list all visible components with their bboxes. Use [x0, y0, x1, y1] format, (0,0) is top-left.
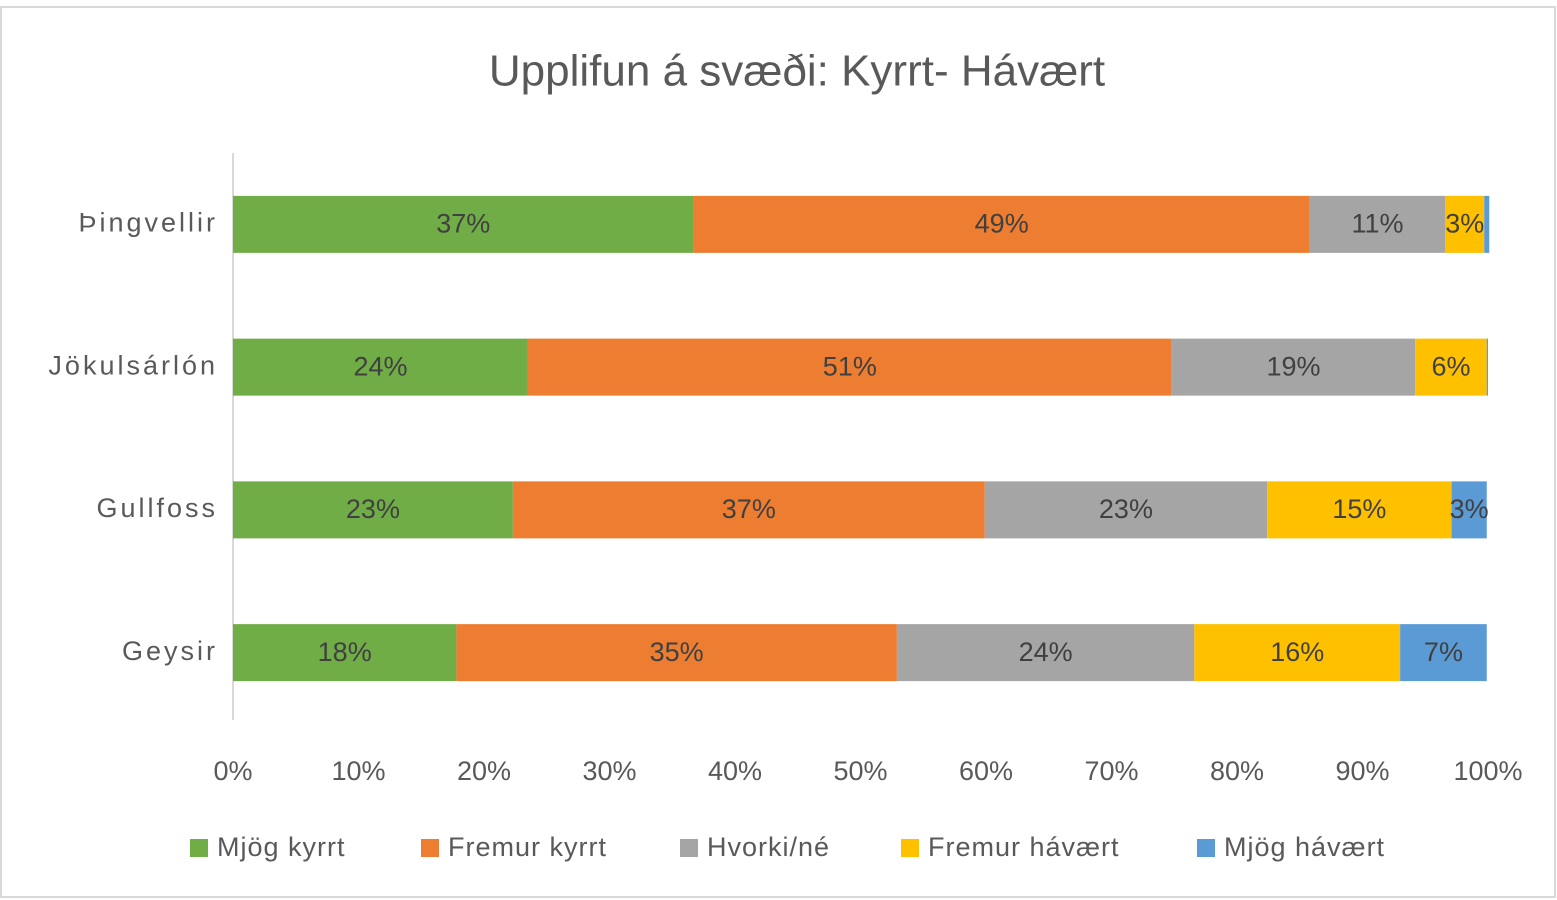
- bar-segment: [233, 338, 528, 396]
- legend-label: Fremur kyrrt: [448, 832, 607, 862]
- x-tick-label: 20%: [457, 756, 511, 786]
- bar-segment: [896, 624, 1195, 682]
- bar-segment: [693, 195, 1310, 253]
- data-label: 51%: [823, 351, 877, 381]
- x-tick-label: 0%: [213, 756, 252, 786]
- bar-segment: [1445, 195, 1485, 253]
- data-label: 7%: [1424, 637, 1463, 667]
- legend-swatch: [190, 839, 208, 857]
- legend-label: Hvorki/né: [707, 832, 830, 862]
- bar-segment: [1451, 481, 1487, 539]
- data-label: 16%: [1270, 637, 1324, 667]
- x-tick-label: 40%: [708, 756, 762, 786]
- bar-segment: [233, 195, 694, 253]
- legend-label: Mjög hávært: [1224, 832, 1385, 862]
- data-label: 18%: [318, 637, 372, 667]
- legend-label: Fremur hávært: [928, 832, 1120, 862]
- x-tick-label: 100%: [1453, 756, 1522, 786]
- legend-swatch: [1197, 839, 1215, 857]
- bar-segment: [1194, 624, 1401, 682]
- legend-swatch: [901, 839, 919, 857]
- y-tick-label: Jökulsárlón: [48, 350, 218, 380]
- data-label: 24%: [353, 351, 407, 381]
- x-tick-label: 50%: [833, 756, 887, 786]
- data-label: 23%: [1099, 494, 1153, 524]
- x-tick-label: 90%: [1335, 756, 1389, 786]
- bar-segment: [527, 338, 1172, 396]
- data-label: 3%: [1450, 494, 1489, 524]
- data-label: 11%: [1352, 209, 1404, 239]
- y-tick-label: Geysir: [122, 636, 218, 666]
- bar-segment: [456, 624, 897, 682]
- data-label: 23%: [346, 494, 400, 524]
- x-tick-label: 60%: [959, 756, 1013, 786]
- bar-segment: [233, 624, 457, 682]
- data-label: 6%: [1431, 351, 1470, 381]
- bar-segment: [233, 481, 513, 539]
- bar-segment: [512, 481, 985, 539]
- chart-title: Upplifun á svæði: Kyrrt- Hávært: [489, 47, 1105, 96]
- data-label: 19%: [1266, 351, 1320, 381]
- data-label: 49%: [975, 209, 1029, 239]
- bar-segment: [1415, 338, 1487, 396]
- legend-swatch: [680, 839, 698, 857]
- x-tick-label: 70%: [1084, 756, 1138, 786]
- bar-segment: [1267, 481, 1452, 539]
- x-tick-label: 80%: [1210, 756, 1264, 786]
- bar-segment: [1484, 195, 1490, 253]
- legend-label: Mjög kyrrt: [217, 832, 346, 862]
- chart-border: [0, 6, 1556, 898]
- bar-segment: [1486, 338, 1488, 396]
- data-label: 37%: [436, 209, 490, 239]
- data-label: 24%: [1019, 637, 1073, 667]
- x-tick-label: 10%: [331, 756, 385, 786]
- y-tick-label: Gullfoss: [96, 493, 218, 523]
- data-label: 15%: [1332, 494, 1386, 524]
- data-label: 3%: [1445, 209, 1484, 239]
- y-tick-label: Þingvellir: [78, 208, 218, 238]
- data-label: 35%: [650, 637, 704, 667]
- bar-segment: [1309, 195, 1446, 253]
- data-label: 37%: [722, 494, 776, 524]
- bar-segment: [1400, 624, 1487, 682]
- legend-swatch: [421, 839, 439, 857]
- bar-segment: [984, 481, 1268, 539]
- bar-segment: [1171, 338, 1416, 396]
- x-tick-label: 30%: [582, 756, 636, 786]
